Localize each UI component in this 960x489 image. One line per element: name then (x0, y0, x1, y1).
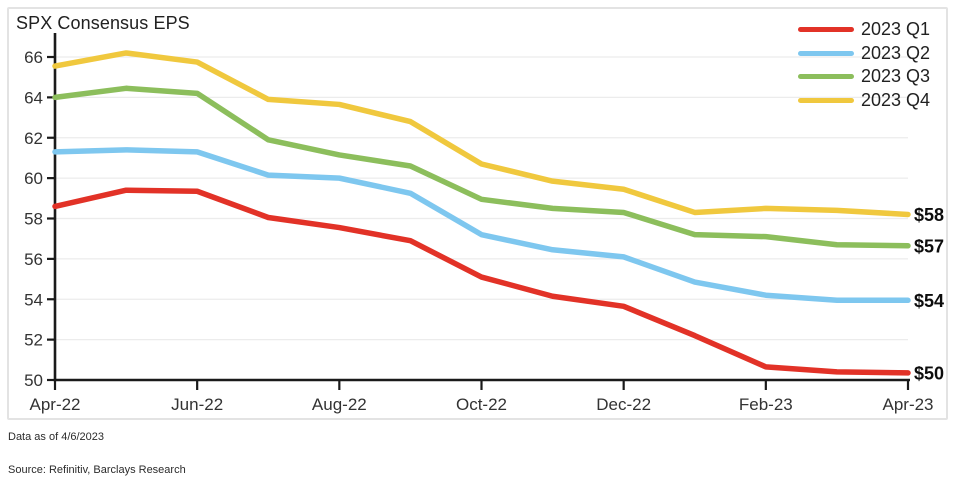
legend-item-q2: 2023 Q2 (798, 42, 930, 66)
legend-label-q4: 2023 Q4 (861, 89, 931, 110)
legend-line-swatch-q4 (798, 97, 854, 103)
footnote-data-as-of: Data as of 4/6/2023 (8, 431, 105, 443)
legend-label-q2: 2023 Q2 (861, 42, 931, 63)
x-axis-tick-label: Feb-23 (739, 395, 793, 414)
footnote-source: Source: Refinitiv, Barclays Research (8, 464, 186, 476)
legend-line-swatch-q2 (798, 50, 854, 56)
y-axis-tick-label: 60 (24, 169, 43, 188)
chart-title: SPX Consensus EPS (16, 13, 190, 33)
y-axis-tick-label: 58 (24, 210, 43, 229)
series-end-label: $50 (914, 363, 944, 383)
y-axis-tick-label: 66 (24, 48, 43, 67)
y-axis-tick-label: 56 (24, 250, 43, 269)
series-line (52, 50, 911, 218)
y-axis-tick-label: 62 (24, 129, 43, 148)
legend-item-q1: 2023 Q1 (798, 18, 930, 42)
legend-item-q4: 2023 Q4 (798, 89, 930, 113)
x-axis-tick-label: Aug-22 (312, 395, 367, 414)
x-axis-tick-label: Apr-22 (29, 395, 80, 414)
legend-item-q3: 2023 Q3 (798, 65, 930, 89)
legend-line-swatch-q1 (798, 27, 854, 33)
series-end-label: $58 (914, 205, 944, 225)
series-line (52, 85, 911, 249)
series-end-label: $54 (914, 291, 944, 311)
legend-line-swatch-q3 (798, 74, 854, 80)
y-axis-tick-label: 64 (24, 88, 43, 107)
chart-card (7, 7, 948, 420)
x-axis-tick-label: Oct-22 (456, 395, 507, 414)
series-end-label: $57 (914, 236, 944, 256)
series-line (52, 147, 911, 304)
x-axis-tick-label: Dec-22 (596, 395, 651, 414)
y-axis-tick-label: 54 (24, 290, 43, 309)
y-axis-tick-label: 50 (24, 371, 43, 390)
legend-label-q3: 2023 Q3 (861, 66, 931, 87)
x-axis-tick-label: Jun-22 (171, 395, 223, 414)
legend-label-q1: 2023 Q1 (861, 19, 931, 40)
series-line (52, 187, 911, 376)
legend: 2023 Q1 2023 Q2 2023 Q3 2023 Q4 (798, 18, 930, 112)
y-axis-tick-label: 52 (24, 331, 43, 350)
x-axis-tick-label: Apr-23 (882, 395, 933, 414)
